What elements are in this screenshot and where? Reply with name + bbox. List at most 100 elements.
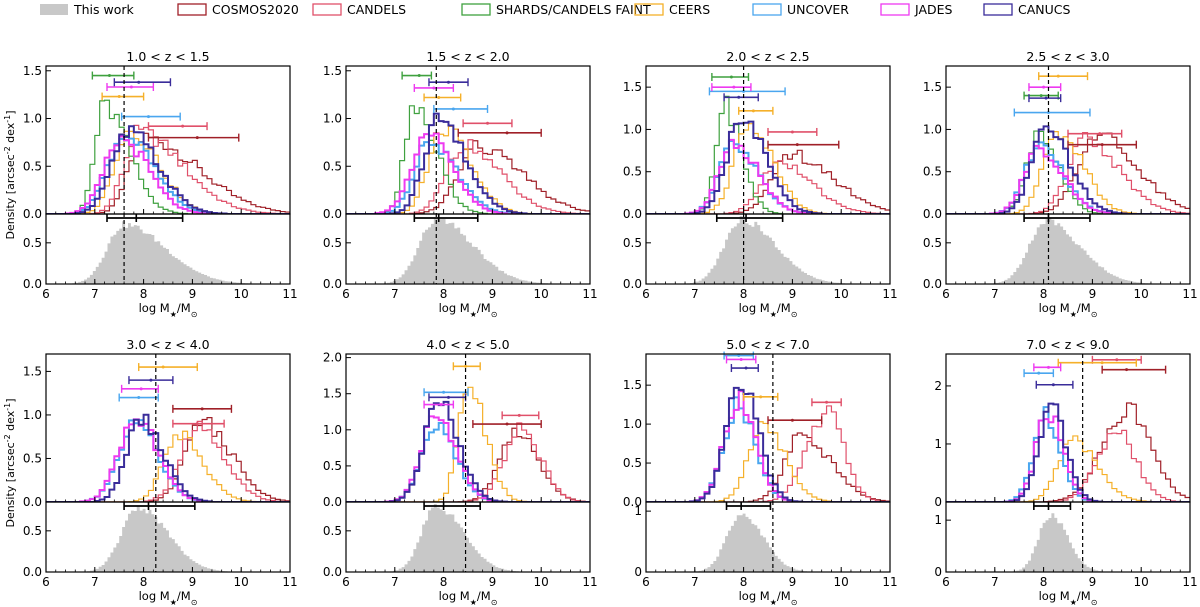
y-axis-label: Density [arcsec-2 dex-1] <box>3 110 18 239</box>
errorbar-this-work <box>106 214 184 222</box>
y-axis-top: 0.0 0.5 1.0 1.5 2.0 <box>323 351 351 509</box>
errorbar-jades <box>1033 363 1062 372</box>
x-tick-label: 6 <box>342 575 350 589</box>
histogram-this-work <box>946 218 1190 284</box>
x-axis-label: log M★/M⊙ <box>139 301 198 319</box>
x-axis-label: log M★/M⊙ <box>439 301 498 319</box>
y-tick-label: 1.5 <box>23 364 42 378</box>
y-tick-label: 1.0 <box>23 408 42 422</box>
panel-title: 5.0 < z < 7.0 <box>726 337 809 352</box>
errorbar-uncover <box>723 351 755 360</box>
y-tick-label: 0.5 <box>323 159 342 173</box>
errorbar-canucs <box>428 393 467 402</box>
this-work-histogram <box>46 506 290 572</box>
histogram-jades <box>46 135 290 214</box>
error-bars <box>723 351 842 425</box>
histogram-this-work <box>46 221 290 284</box>
x-tick-label: 7 <box>91 287 99 301</box>
errorbar-jades <box>725 355 757 364</box>
y-axis-bottom: 0.0 0.5 <box>23 524 51 579</box>
histogram-cosmos2020 <box>646 149 890 214</box>
histogram-jades <box>346 132 590 214</box>
error-bars <box>1023 355 1167 389</box>
this-work-histogram <box>346 503 590 572</box>
x-axis: 6 7 8 9 10 11 log M★/M⊙ <box>342 209 598 319</box>
legend-swatch <box>177 3 207 16</box>
y-tick-label: 1.5 <box>23 64 42 78</box>
panel-title: 2.0 < z < 2.5 <box>726 49 809 64</box>
x-tick-label: 6 <box>942 287 950 301</box>
errorbar-ceers <box>423 93 462 102</box>
legend-item-canucs: CANUCS <box>983 2 1071 17</box>
x-tick-label: 11 <box>1182 575 1197 589</box>
x-axis-label: log M★/M⊙ <box>1039 301 1098 319</box>
legend-swatch <box>461 3 491 16</box>
y-tick-label: 0.5 <box>23 159 42 173</box>
x-tick-label: 10 <box>234 575 249 589</box>
x-axis: 6 7 8 9 10 11 log M★/M⊙ <box>642 209 898 319</box>
histogram-cosmos2020 <box>346 427 590 502</box>
errorbar-jades <box>423 400 455 409</box>
errorbar-this-work <box>725 502 772 510</box>
errorbar-canucs <box>730 364 759 373</box>
x-axis: 6 7 8 9 10 11 log M★/M⊙ <box>42 497 298 607</box>
errorbar-jades <box>711 83 752 92</box>
legend: This work COSMOS2020 CANDELS SHARDS/CANDELS… <box>40 2 1071 17</box>
histogram-candels <box>646 160 890 214</box>
histogram-candels <box>946 429 1190 502</box>
y-tick-label: 0.5 <box>623 236 642 250</box>
error-bars <box>1013 72 1138 149</box>
panel-4-0-z-5-0: 4.0 < z < 5.0 6 7 8 9 10 11 log M★/M⊙ 0.0 0.5 1.0 1… <box>323 337 598 607</box>
x-tick-label: 9 <box>789 575 797 589</box>
y-axis-top: 0.0 0.5 1.0 1.5 <box>923 80 951 221</box>
histogram-jades <box>646 138 890 214</box>
this-work-histogram <box>646 513 890 572</box>
panel-3-0-z-4-0: 3.0 < z < 4.0 6 7 8 9 10 11 log M★/M⊙ 0.0 0.5 1.0 1… <box>3 337 298 607</box>
legend-swatch <box>880 3 910 16</box>
x-tick-label: 9 <box>789 287 797 301</box>
x-tick-label: 9 <box>1089 287 1097 301</box>
panel-2-5-z-3-0: 2.5 < z < 3.0 6 7 8 9 10 11 log M★/M⊙ 0.0 0.5 1.0 1… <box>923 49 1198 319</box>
y-tick-label: 2.0 <box>323 351 342 365</box>
bottom-axes-frame <box>345 213 591 285</box>
x-tick-label: 7 <box>391 575 399 589</box>
x-tick-label: 6 <box>642 575 650 589</box>
y-tick-label: 0.0 <box>623 277 642 291</box>
x-axis: 6 7 8 9 10 11 log M★/M⊙ <box>942 497 1198 607</box>
histogram-this-work <box>346 503 590 572</box>
y-tick-label: 0.5 <box>323 524 342 538</box>
this-work-histogram <box>646 216 890 284</box>
y-tick-label: 0.0 <box>923 207 942 221</box>
errorbar-candels <box>1067 129 1123 138</box>
histogram-canucs <box>646 120 890 214</box>
x-axis-label: log M★/M⊙ <box>739 589 798 607</box>
y-tick-label: 0.5 <box>623 456 642 470</box>
errorbar-this-work <box>1033 502 1072 510</box>
errorbar-jades <box>413 83 455 92</box>
panel-title: 7.0 < z < 9.0 <box>1026 337 1109 352</box>
y-axis-top: 0.0 0.5 1.0 1.5 <box>23 364 51 509</box>
x-axis: 6 7 8 9 10 11 log M★/M⊙ <box>342 497 598 607</box>
y-tick-label: 0.5 <box>923 236 942 250</box>
legend-item-this-work: This work <box>40 2 135 17</box>
bottom-axes-frame <box>945 213 1191 285</box>
y-tick-label: 0.5 <box>323 459 342 473</box>
errorbar-canucs <box>1035 380 1074 389</box>
panel-1-5-z-2-0: 1.5 < z < 2.0 6 7 8 9 10 11 log M★/M⊙ 0.0 0.5 1.0 1… <box>323 49 598 319</box>
y-tick-label: 0.5 <box>23 451 42 465</box>
legend-label: SHARDS/CANDELS FAINT <box>496 2 651 17</box>
x-tick-label: 10 <box>534 287 549 301</box>
legend-item-uncover: UNCOVER <box>752 2 849 17</box>
y-tick-label: 0.0 <box>923 277 942 291</box>
errorbar-uncover <box>1013 108 1091 117</box>
x-tick-label: 8 <box>140 575 148 589</box>
errorbar-uncover <box>708 87 786 96</box>
y-axis-top: 0.0 0.5 1.0 1.5 <box>23 64 51 221</box>
y-axis-top: 0.0 0.5 1.0 1.5 <box>323 64 351 221</box>
legend-swatch <box>752 3 782 16</box>
y-tick-label: 1.0 <box>323 112 342 126</box>
legend-label: JADES <box>914 2 953 17</box>
this-work-histogram <box>946 513 1190 572</box>
